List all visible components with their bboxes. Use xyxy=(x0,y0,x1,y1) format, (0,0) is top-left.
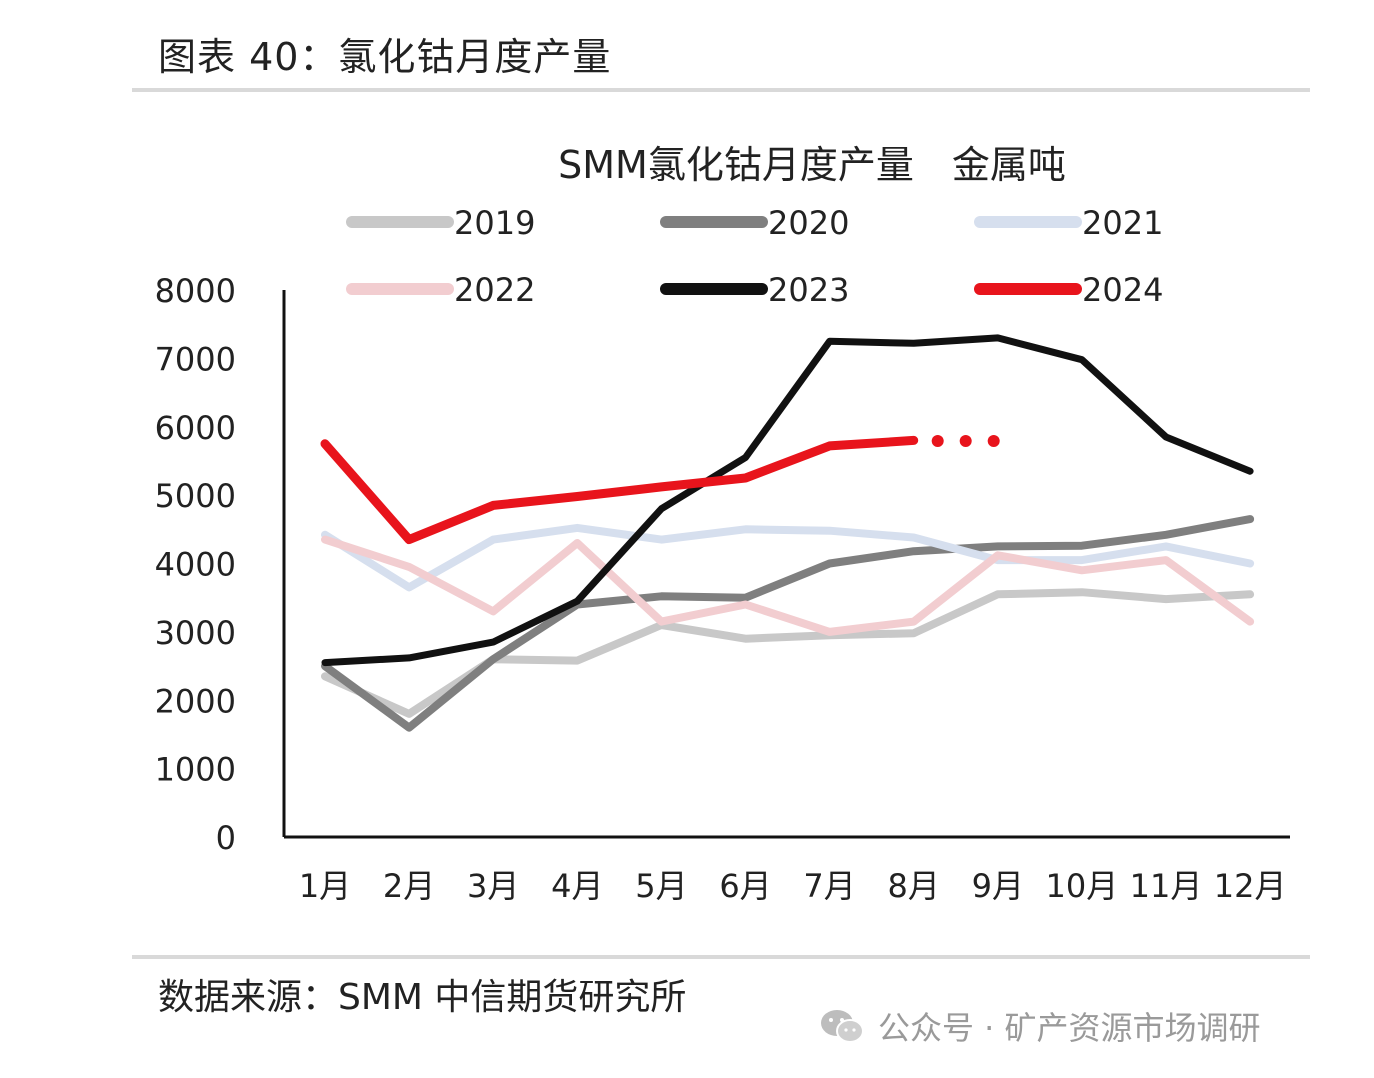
legend-item-2022: 2022 xyxy=(346,271,535,309)
x-tick-label: 4月 xyxy=(551,867,603,905)
top-divider xyxy=(132,88,1310,92)
y-tick-label: 2000 xyxy=(155,682,236,720)
x-tick-label: 6月 xyxy=(719,867,771,905)
series-line-2021 xyxy=(321,523,1255,592)
legend-item-2019: 2019 xyxy=(346,204,535,242)
y-tick-label: 1000 xyxy=(155,751,236,789)
y-tick-label: 5000 xyxy=(155,477,236,515)
legend-item-2023: 2023 xyxy=(660,271,849,309)
wechat-icon xyxy=(821,1010,864,1043)
x-tick-label: 8月 xyxy=(888,867,940,905)
trailing-dot xyxy=(931,435,944,448)
series-line-2019 xyxy=(321,588,1255,718)
figure-title: 图表 40：氯化钴月度产量 xyxy=(158,35,612,79)
x-tick-label: 3月 xyxy=(467,867,519,905)
y-tick-label: 3000 xyxy=(155,614,236,652)
bottom-divider xyxy=(132,955,1310,959)
series-line-2020 xyxy=(321,515,1255,732)
y-tick-label: 6000 xyxy=(155,409,236,447)
legend-label: 2024 xyxy=(1082,271,1163,309)
legend-label: 2022 xyxy=(454,271,535,309)
series-line-2023 xyxy=(321,334,1254,667)
series-line-2022 xyxy=(321,535,1255,636)
trailing-dot xyxy=(959,435,972,448)
x-tick-label: 11月 xyxy=(1130,867,1203,905)
x-tick-label: 9月 xyxy=(972,867,1024,905)
x-axis: 1月 2月 3月 4月 5月 6月 7月 8月 9月 10月 11月 12月 xyxy=(284,835,1290,905)
legend: 2019 2020 2021 2022 2023 2024 xyxy=(346,204,1163,309)
y-tick-label: 8000 xyxy=(155,272,236,310)
legend-label: 2020 xyxy=(768,204,849,242)
source-note: 数据来源：SMM 中信期货研究所 xyxy=(158,977,687,1018)
y-axis: 0 1000 2000 3000 4000 5000 6000 7000 8000 xyxy=(155,272,286,857)
watermark-text: 公众号 · 矿产资源市场调研 xyxy=(878,1009,1261,1047)
legend-label: 2021 xyxy=(1082,204,1163,242)
series-line-2024 xyxy=(320,435,919,545)
x-tick-label: 5月 xyxy=(635,867,687,905)
legend-item-2021: 2021 xyxy=(974,204,1163,242)
legend-item-2020: 2020 xyxy=(660,204,849,242)
trailing-dot xyxy=(987,435,1000,448)
watermark: 公众号 · 矿产资源市场调研 xyxy=(818,1003,1261,1049)
series-lines xyxy=(320,334,1255,732)
legend-item-2024: 2024 xyxy=(974,271,1163,309)
x-tick-label: 1月 xyxy=(299,867,351,905)
x-tick-label: 12月 xyxy=(1214,867,1287,905)
y-tick-label: 7000 xyxy=(155,340,236,378)
legend-label: 2023 xyxy=(768,271,849,309)
x-tick-label: 10月 xyxy=(1046,867,1119,905)
y-tick-label: 4000 xyxy=(155,546,236,584)
y-tick-label: 0 xyxy=(216,819,236,857)
x-tick-label: 7月 xyxy=(803,867,855,905)
x-tick-label: 2月 xyxy=(383,867,435,905)
chart-title: SMM氯化钴月度产量 金属吨 xyxy=(558,143,1066,187)
legend-label: 2019 xyxy=(454,204,535,242)
